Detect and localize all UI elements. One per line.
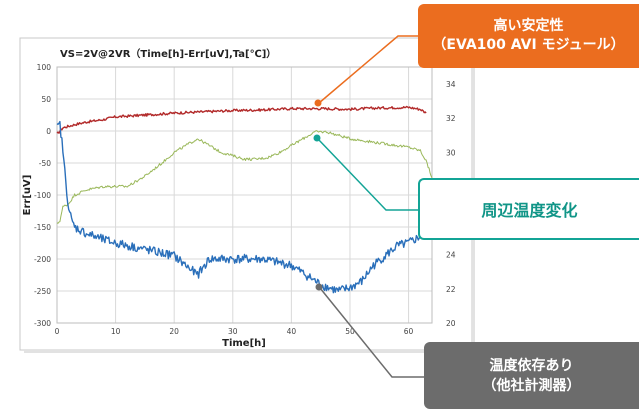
y-tick-label-5: -50 <box>39 159 51 168</box>
series-line-1 <box>56 130 433 224</box>
x-tick-label-1: 10 <box>111 327 121 336</box>
y-tick-label-6: 0 <box>46 127 51 136</box>
series-line-2 <box>56 120 427 294</box>
y-tick-label-8: 100 <box>37 63 52 72</box>
data-series <box>56 105 433 294</box>
callout-temperature-dependency-line1: 温度依存あり <box>489 357 574 374</box>
y2-tick-label-6: 32 <box>446 114 456 123</box>
y-tick-label-7: 50 <box>41 95 51 104</box>
callout-temperature-dependency: 温度依存あり （他社計測器） <box>424 342 639 409</box>
x-tick-label-5: 50 <box>345 327 355 336</box>
x-tick-label-6: 60 <box>404 327 414 336</box>
chart-frame <box>19 37 473 351</box>
x-tick-label-3: 30 <box>228 327 238 336</box>
callout-temperature-dependency-line2: （他社計測器） <box>482 377 581 394</box>
x-tick-label-0: 0 <box>55 327 60 336</box>
y-tick-labels: -300 -250 -200 -150 -100 -50 0 50 100 <box>34 63 51 328</box>
connector-stability-dot <box>314 99 322 107</box>
y-tick-label-3: -150 <box>34 223 51 232</box>
y2-tick-label-7: 34 <box>446 80 456 89</box>
connector-ambient-dot <box>313 134 321 142</box>
callout-high-stability: 高い安定性 （EVA100 AVI モジュール） <box>418 4 639 68</box>
y2-tick-label-5: 30 <box>446 148 456 157</box>
y2-tick-label-0: 20 <box>446 319 456 328</box>
x-tick-label-4: 40 <box>287 327 297 336</box>
connector-stability <box>318 35 418 104</box>
y-tick-label-1: -250 <box>34 287 51 296</box>
chart-shadow-bottom <box>24 350 475 353</box>
callout-high-stability-line1: 高い安定性 <box>493 18 564 34</box>
connector-dependency-dot <box>315 283 323 291</box>
y2-tick-label-1: 22 <box>446 285 456 294</box>
x-axis-label: Time[h] <box>222 338 266 349</box>
callout-ambient-temperature-text: 周辺温度変化 <box>481 201 578 220</box>
callout-ambient-temperature: 周辺温度変化 <box>418 178 639 240</box>
x-tick-label-2: 20 <box>169 327 179 336</box>
y-axis-label: Err[uV] <box>22 175 33 216</box>
y2-tick-label-2: 24 <box>446 251 456 260</box>
series-line-0 <box>56 105 427 134</box>
connector-dependency <box>319 287 424 378</box>
connector-ambient <box>317 138 418 211</box>
y-tick-label-0: -300 <box>34 319 51 328</box>
x-tick-labels: 0 10 20 30 40 50 60 <box>55 327 414 336</box>
callout-high-stability-line2: （EVA100 AVI モジュール） <box>432 37 625 53</box>
y-tick-label-4: -100 <box>34 191 51 200</box>
chart-title: VS=2V@2VR（Time[h]-Err[uV],Ta[℃]） <box>60 47 276 60</box>
y-tick-label-2: -200 <box>34 255 51 264</box>
